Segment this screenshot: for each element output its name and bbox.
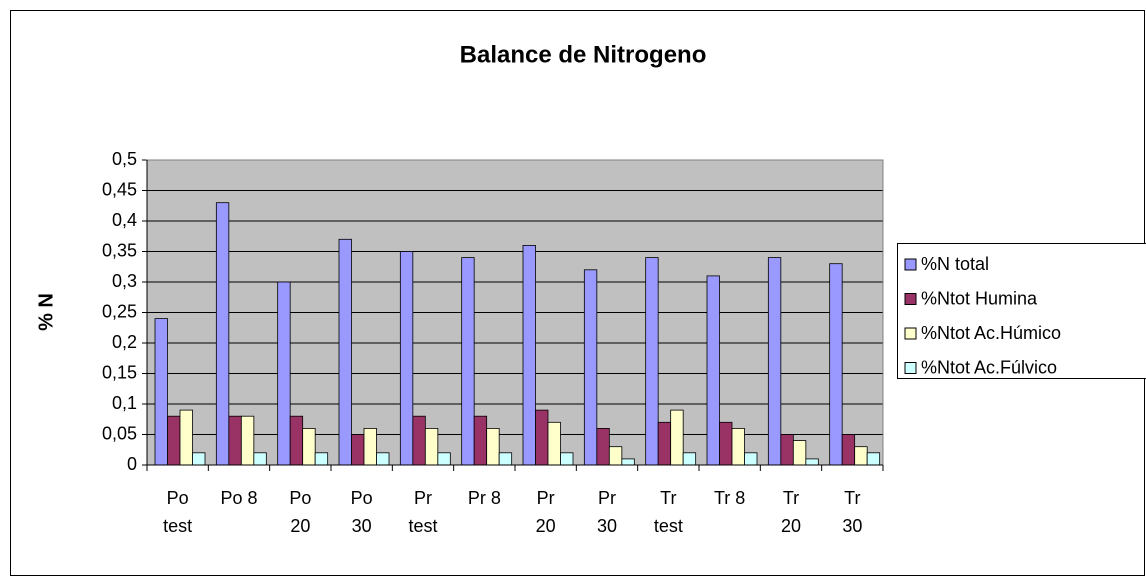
bar xyxy=(486,427,500,466)
bar xyxy=(338,238,352,466)
y-tick-label: 0,05 xyxy=(102,423,137,443)
bar xyxy=(154,318,168,466)
bar xyxy=(351,434,365,466)
legend-swatch xyxy=(904,362,917,374)
bar xyxy=(437,452,451,466)
legend-swatch xyxy=(904,258,917,271)
bar xyxy=(767,257,782,466)
bar xyxy=(314,452,329,466)
x-tick-label: Tr 20 xyxy=(780,488,802,536)
x-tick-label: Tr test xyxy=(653,488,683,536)
x-tick-label: Tr 8 xyxy=(713,488,746,508)
bar xyxy=(780,434,794,466)
y-tick-label: 0,5 xyxy=(112,149,137,169)
bar xyxy=(228,415,242,466)
bar xyxy=(498,452,513,466)
x-tick-label: Pr test xyxy=(408,488,438,536)
bar xyxy=(277,281,291,466)
y-tick-label: 0,1 xyxy=(112,393,137,413)
x-tick-label: Po 30 xyxy=(350,488,373,536)
bar xyxy=(412,415,426,466)
x-tick-label: Tr 30 xyxy=(842,488,863,536)
legend-label: %Ntot Humina xyxy=(921,288,1038,308)
x-tick-label: Po test xyxy=(163,488,193,536)
legend-swatch xyxy=(904,327,917,340)
bar xyxy=(215,202,230,466)
y-tick-label: 0,35 xyxy=(102,240,137,260)
y-tick-label: 0,3 xyxy=(112,271,137,291)
bar xyxy=(596,427,610,466)
legend-swatch xyxy=(904,293,917,305)
bar xyxy=(719,421,733,466)
bar xyxy=(731,427,745,466)
bar xyxy=(167,415,181,466)
legend-label: %N total xyxy=(921,254,989,274)
bar xyxy=(399,251,414,466)
bar xyxy=(179,409,193,466)
y-tick-label: 0,25 xyxy=(102,301,137,321)
x-tick-label: Po 8 xyxy=(220,488,258,508)
bar xyxy=(192,452,206,466)
bar xyxy=(547,421,561,466)
y-tick-label: 0,4 xyxy=(112,210,137,230)
x-tick-label: Pr 8 xyxy=(467,488,501,508)
legend-label: %Ntot Ac.Fúlvico xyxy=(921,357,1057,377)
x-tick-label: Pr 20 xyxy=(535,488,556,536)
bar xyxy=(854,446,868,466)
bar xyxy=(792,440,807,466)
bar xyxy=(253,452,267,466)
bar xyxy=(744,452,758,466)
bar xyxy=(645,257,659,466)
bar xyxy=(706,275,720,466)
bar xyxy=(670,409,684,466)
y-tick-label: 0,15 xyxy=(102,362,137,382)
bar xyxy=(240,415,255,466)
bar xyxy=(289,415,304,466)
y-tick-label: 0,2 xyxy=(112,332,137,352)
bar xyxy=(805,458,819,466)
x-tick-label: Pr 30 xyxy=(596,488,618,536)
bar xyxy=(608,446,623,466)
bar xyxy=(461,257,475,466)
bar xyxy=(829,263,843,466)
bar xyxy=(424,427,439,466)
legend-label: %Ntot Ac.Húmico xyxy=(921,323,1061,343)
y-axis-label: % N xyxy=(35,293,57,331)
bar xyxy=(363,427,377,466)
y-tick-label: 0 xyxy=(127,454,137,474)
bar xyxy=(376,452,390,466)
legend-box xyxy=(897,243,1146,379)
bar xyxy=(560,452,574,466)
bar xyxy=(682,452,697,466)
bar xyxy=(522,244,536,466)
x-tick-label: Po 20 xyxy=(289,488,312,536)
y-tick-label: 0,45 xyxy=(102,179,137,199)
bar xyxy=(473,415,488,466)
chart-title: Balance de Nitrogeno xyxy=(460,41,707,68)
bar xyxy=(657,421,672,466)
bar xyxy=(535,409,549,466)
bar xyxy=(866,452,881,466)
bar xyxy=(302,427,316,466)
bar xyxy=(621,458,635,466)
bar xyxy=(583,269,598,466)
bar xyxy=(841,434,856,466)
